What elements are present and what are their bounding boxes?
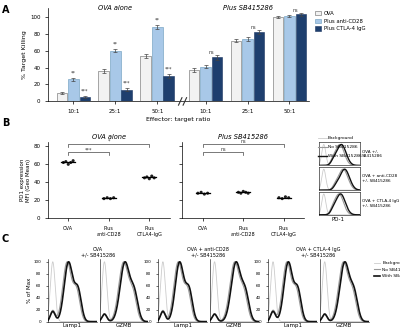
Point (141, 175, 148, 181)
X-axis label: Lamp1: Lamp1 (63, 323, 82, 328)
Point (201, 191, 208, 197)
Bar (80, 97, 90, 102)
Text: **: ** (113, 42, 118, 47)
Bar (164, 76, 174, 102)
Text: **: ** (155, 18, 160, 23)
Point (279, 196, 285, 201)
Bar (56, 93, 67, 102)
Bar (231, 41, 241, 102)
Text: ns: ns (220, 147, 226, 152)
Point (148, 174, 155, 179)
Text: A: A (2, 5, 10, 15)
Text: Plus SB415286: Plus SB415286 (222, 5, 272, 11)
Point (195, 191, 201, 196)
Point (63, 159, 69, 164)
Bar (212, 57, 222, 102)
Text: *: * (108, 139, 110, 144)
Text: ***: *** (85, 147, 92, 152)
Text: ***: *** (165, 67, 172, 72)
Point (242, 190, 249, 195)
Point (198, 190, 204, 195)
Bar (122, 89, 132, 102)
Text: OVA + CTLA-4 IgG
+/- SB415286: OVA + CTLA-4 IgG +/- SB415286 (296, 247, 341, 258)
Point (286, 195, 292, 200)
Text: With SB415286: With SB415286 (328, 154, 362, 158)
Text: Background: Background (328, 136, 354, 140)
Text: OVA + CTLA-4 IgG
+/- SB415286: OVA + CTLA-4 IgG +/- SB415286 (362, 199, 400, 208)
Text: B: B (2, 118, 9, 128)
Bar (242, 39, 253, 102)
Legend: OVA, Plus anti-CD28, Plus CTLA-4 IgG: OVA, Plus anti-CD28, Plus CTLA-4 IgG (315, 11, 365, 31)
Text: **: ** (71, 70, 76, 75)
Text: C: C (2, 234, 9, 245)
Legend: Background, No SB415286, With SB415286: Background, No SB415286, With SB415286 (374, 261, 400, 278)
Text: ns: ns (250, 25, 256, 30)
Point (235, 190, 242, 195)
X-axis label: Lamp1: Lamp1 (283, 323, 302, 328)
X-axis label: GZMB: GZMB (226, 323, 242, 328)
Point (146, 176, 152, 182)
Text: ns: ns (292, 8, 298, 13)
X-axis label: GZMB: GZMB (336, 323, 352, 328)
X-axis label: Effector: target ratio: Effector: target ratio (146, 117, 211, 122)
Text: OVA +/-
SB415286: OVA +/- SB415286 (362, 150, 383, 158)
Bar (98, 71, 109, 102)
Point (245, 191, 251, 196)
Bar (284, 16, 295, 102)
Bar (140, 56, 151, 102)
Point (282, 194, 289, 199)
Bar (200, 67, 211, 102)
Y-axis label: % of Max: % of Max (27, 277, 32, 303)
Y-axis label: PD1 expression
MFI (Geo Mean): PD1 expression MFI (Geo Mean) (20, 158, 30, 202)
Point (70, 158, 76, 163)
Point (240, 189, 246, 194)
Bar (296, 14, 306, 102)
Text: No SB415286: No SB415286 (328, 145, 357, 149)
Title: Plus SB415286: Plus SB415286 (218, 134, 268, 140)
Point (107, 196, 114, 201)
X-axis label: Lamp1: Lamp1 (173, 323, 192, 328)
Y-axis label: % Target Killing: % Target Killing (22, 30, 27, 79)
Text: OVA + anti-CD28
+/- SB415286: OVA + anti-CD28 +/- SB415286 (362, 174, 397, 183)
Text: ns: ns (208, 50, 214, 55)
Text: ***: *** (81, 89, 88, 94)
Point (144, 174, 150, 180)
Bar (152, 27, 162, 102)
Text: PD-1: PD-1 (331, 217, 344, 222)
Point (101, 196, 107, 201)
Bar (189, 70, 199, 102)
Point (238, 191, 244, 196)
Point (276, 195, 282, 200)
Point (60, 160, 67, 165)
Point (104, 195, 110, 200)
Point (65, 161, 72, 167)
Bar (273, 17, 283, 102)
X-axis label: GZMB: GZMB (116, 323, 132, 328)
Text: ns: ns (240, 139, 246, 144)
Point (151, 175, 157, 181)
Text: ***: *** (123, 81, 130, 86)
Bar (110, 51, 120, 102)
Point (110, 195, 117, 200)
Point (68, 160, 74, 165)
Point (204, 191, 211, 196)
Title: OVA alone: OVA alone (92, 134, 126, 140)
Text: OVA
+/- SB415286: OVA +/- SB415286 (81, 247, 115, 258)
Bar (68, 79, 78, 102)
Bar (254, 32, 264, 102)
Text: OVA alone: OVA alone (98, 5, 132, 11)
Text: OVA + anti-CD28
+/- SB415286: OVA + anti-CD28 +/- SB415286 (188, 247, 229, 258)
